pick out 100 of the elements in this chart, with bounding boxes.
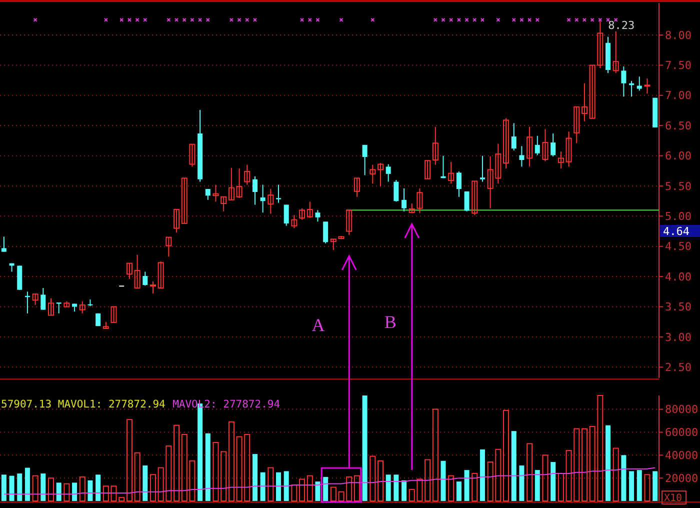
annotation: 57907.13 MAVOL1: 277872.94 [1, 398, 166, 410]
bar [394, 474, 399, 501]
candlestick [48, 298, 54, 316]
bar [252, 454, 258, 501]
candlestick [354, 178, 360, 198]
bar [9, 476, 14, 501]
bar [64, 483, 70, 502]
candlestick [260, 184, 266, 214]
y-tick-label: 7.50 [665, 59, 692, 72]
bar [542, 454, 548, 502]
candlestick [550, 132, 556, 157]
candlestick [126, 262, 132, 280]
y-tick-label: 7.00 [665, 89, 692, 102]
candlestick [268, 188, 274, 214]
candlestick [558, 151, 564, 169]
bar [142, 465, 148, 501]
y-tick-label: 20000 [665, 472, 698, 485]
bar [205, 433, 210, 501]
bar [1, 474, 6, 501]
bar [480, 449, 485, 501]
text: MAVOL2: 277872.94 [172, 398, 280, 410]
bar [511, 431, 516, 501]
candlestick [40, 288, 46, 310]
candlestick [1, 236, 6, 252]
candlestick [228, 167, 234, 200]
bar [652, 471, 658, 501]
candlestick [377, 162, 384, 188]
candlestick [134, 254, 140, 289]
y-tick-label: 4.50 [665, 240, 692, 254]
bar [284, 471, 289, 501]
y-tick-label: 3.00 [665, 330, 692, 344]
y-tick-label: 2.50 [665, 360, 692, 374]
candlestick [291, 214, 298, 229]
candlestick [150, 280, 156, 294]
y-tick-label: 80000 [665, 403, 698, 416]
bar [79, 476, 86, 502]
candlestick [432, 126, 438, 166]
bar [268, 467, 274, 502]
candlestick [566, 131, 572, 168]
y-tick-label: 60000 [665, 426, 698, 440]
y-tick-label: 3.50 [665, 300, 692, 314]
bar [32, 475, 38, 502]
candlestick [456, 170, 462, 198]
candlestick [142, 271, 148, 286]
candlestick [424, 160, 431, 180]
bar [88, 480, 93, 501]
candlestick [402, 188, 407, 212]
bar [558, 472, 564, 502]
bar [519, 465, 524, 501]
y-tick-label: 5.00 [665, 210, 692, 224]
y-tick-label: 4.00 [665, 270, 692, 284]
candlestick [284, 204, 289, 226]
candlestick [464, 190, 470, 212]
bar [48, 478, 54, 502]
bar [550, 462, 556, 501]
bar [306, 475, 313, 502]
bar [362, 396, 368, 501]
bar [472, 472, 478, 502]
bar [315, 482, 320, 501]
candlestick [448, 161, 454, 184]
candlestick [394, 179, 399, 202]
candlestick [362, 144, 368, 176]
bar [323, 476, 328, 501]
candlestick [386, 164, 391, 182]
candlestick [534, 135, 540, 156]
candlestick [370, 164, 376, 184]
candlestick [472, 180, 478, 216]
candlestick [330, 238, 336, 250]
candlestick [79, 300, 86, 314]
bar [644, 474, 650, 502]
bar [96, 474, 101, 501]
text: X10 [664, 493, 682, 504]
candlestick [220, 196, 227, 212]
bar [220, 451, 227, 502]
candlestick [644, 78, 650, 94]
bar [432, 408, 438, 502]
bar [621, 455, 626, 501]
bar [228, 421, 234, 502]
candlestick [299, 208, 306, 220]
candlestick [189, 144, 196, 168]
candlestick [511, 122, 516, 151]
bar [464, 470, 470, 501]
candlestick [581, 82, 588, 122]
bar [440, 460, 446, 501]
candlestick [166, 236, 172, 258]
bar [402, 480, 407, 501]
annotation: A [312, 315, 325, 335]
bar [134, 452, 140, 502]
bar [102, 486, 109, 502]
bar [386, 474, 391, 501]
bar [150, 474, 156, 502]
candlestick [212, 184, 219, 202]
bar [212, 442, 219, 502]
candlestick [315, 210, 320, 222]
bar [424, 459, 431, 502]
bar [291, 484, 298, 502]
bar [612, 448, 619, 502]
candlestick [323, 221, 328, 244]
bar [581, 428, 588, 502]
y-tick-label: 40000 [665, 448, 698, 462]
